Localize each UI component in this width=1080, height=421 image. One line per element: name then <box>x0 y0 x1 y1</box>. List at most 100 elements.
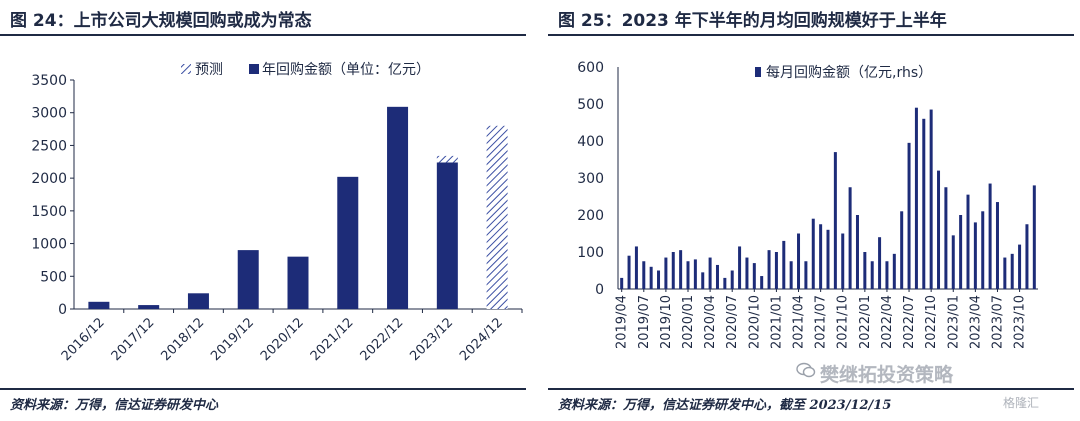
left-source-note: 资料来源：万得，信达证券研发中心 <box>10 398 219 413</box>
right-bar-monthly <box>995 202 999 289</box>
right-x-tick-label: 2022/01 <box>858 295 873 349</box>
right-bar-monthly <box>826 229 830 289</box>
right-bar-monthly <box>811 218 815 289</box>
right-x-tick-label: 2022/04 <box>880 295 895 349</box>
right-bar-monthly <box>929 109 933 289</box>
right-bar-monthly <box>1018 244 1022 289</box>
right-source-note: 资料来源：万得，信达证券研发中心，截至 2023/12/15 <box>558 398 892 413</box>
right-bar-monthly <box>738 246 742 289</box>
right-bar-monthly <box>693 259 697 289</box>
left-y-tick-label: 2000 <box>31 171 67 187</box>
right-bar-monthly <box>1032 185 1036 289</box>
right-bar-monthly <box>708 257 712 289</box>
left-y-tick-label: 3500 <box>31 73 67 89</box>
right-x-tick-label: 2023/07 <box>990 295 1005 349</box>
right-x-tick-label: 2022/07 <box>902 295 917 349</box>
right-x-tick-label: 2020/10 <box>747 295 762 349</box>
right-x-tick-label: 2022/10 <box>924 295 939 349</box>
left-bar-annual <box>138 305 160 309</box>
left-y-tick-label: 2500 <box>31 138 67 154</box>
left-y-tick-label: 3000 <box>31 106 67 122</box>
left-bar-annual <box>287 256 309 309</box>
right-x-tick-label: 2021/04 <box>792 295 807 349</box>
right-bar-monthly <box>642 261 646 289</box>
right-bar-monthly <box>649 266 653 289</box>
right-x-tick-label: 2021/01 <box>769 295 784 349</box>
right-chart-panel: 图 25：2023 年下半年的月均回购规模好于上半年 每月回购金额（亿元,rhs… <box>548 0 1080 421</box>
left-x-tick-label: 2023/12 <box>407 315 456 364</box>
right-x-tick-label: 2020/01 <box>681 295 696 349</box>
left-x-tick-label: 2017/12 <box>109 315 158 364</box>
right-y-tick-label: 500 <box>577 97 604 113</box>
left-y-tick-label: 1500 <box>31 204 67 220</box>
right-bar-monthly <box>819 224 823 289</box>
right-bar-monthly <box>959 215 963 289</box>
right-x-tick-label: 2023/10 <box>1013 295 1028 349</box>
right-bar-monthly <box>627 255 631 289</box>
right-bar-monthly <box>870 261 874 289</box>
right-bar-monthly <box>981 211 985 289</box>
right-bar-monthly <box>878 237 882 289</box>
right-bar-monthly <box>686 261 690 289</box>
left-bar-annual <box>88 301 110 309</box>
right-bar-monthly <box>885 261 889 289</box>
legend-forecast-label: 预测 <box>195 62 223 78</box>
right-chart-title: 图 25：2023 年下半年的月均回购规模好于上半年 <box>558 11 947 31</box>
right-bar-monthly <box>767 250 771 289</box>
left-chart-panel: 图 24：上市公司大规模回购或成为常态 预测 年回购金额（单位：亿元） 0 500… <box>0 0 532 421</box>
left-source-rule <box>0 388 526 390</box>
legend-monthly-swatch <box>755 67 761 77</box>
right-bar-monthly <box>789 261 793 289</box>
right-bar-monthly <box>782 240 786 289</box>
right-chart: 每月回购金额（亿元,rhs） 0 100 200 300 400 500 600 2019/0… <box>577 60 1038 349</box>
right-bar-monthly <box>907 142 911 289</box>
watermark-logo-text: 格隆汇 <box>1003 396 1040 410</box>
right-bar-monthly <box>634 246 638 289</box>
left-bar-annual <box>387 106 409 309</box>
right-y-tick-label: 400 <box>577 134 604 150</box>
right-bar-monthly <box>657 270 661 289</box>
right-bar-monthly <box>892 253 896 289</box>
right-bar-monthly <box>1025 224 1029 289</box>
right-y-tick-label: 600 <box>577 60 604 76</box>
legend-forecast-swatch <box>181 64 191 74</box>
right-bar-monthly <box>804 261 808 289</box>
left-bar-forecast <box>486 125 508 309</box>
left-title-rule <box>0 34 526 36</box>
right-bar-monthly <box>841 233 845 289</box>
legend-annual-label: 年回购金额（单位：亿元） <box>262 62 430 78</box>
left-x-tick-label: 2021/12 <box>308 315 357 364</box>
right-bar-monthly <box>988 183 992 289</box>
right-x-tick-label: 2020/07 <box>725 295 740 349</box>
right-bar-monthly <box>1003 257 1007 289</box>
right-bar-monthly <box>797 233 801 289</box>
right-x-tick-label: 2021/07 <box>814 295 829 349</box>
right-y-tick-label: 300 <box>577 171 604 187</box>
right-y-tick-label: 200 <box>577 208 604 224</box>
right-bar-monthly <box>900 211 904 289</box>
right-bar-monthly <box>937 170 941 289</box>
right-bar-monthly <box>951 235 955 289</box>
left-bar-annual <box>436 162 458 309</box>
left-x-tick-label: 2016/12 <box>59 315 108 364</box>
left-bar-annual <box>187 293 209 309</box>
right-x-tick-label: 2021/10 <box>836 295 851 349</box>
right-bar-monthly <box>760 276 764 289</box>
right-source-rule <box>548 388 1074 390</box>
right-bar-monthly <box>745 257 749 289</box>
right-bar-monthly <box>848 187 852 289</box>
left-chart: 预测 年回购金额（单位：亿元） 0 500 1000 1500 2000 2500 3000… <box>31 62 523 364</box>
left-y-tick-label: 1000 <box>31 237 67 253</box>
right-x-tick-label: 2019/04 <box>615 295 630 349</box>
left-y-tick-label: 0 <box>58 302 67 318</box>
wechat-icon <box>796 362 816 378</box>
right-bar-monthly <box>833 152 837 289</box>
legend-monthly-label: 每月回购金额（亿元,rhs） <box>766 65 932 81</box>
right-bar-monthly <box>730 270 734 289</box>
watermark-text: 樊继拓投资策略 <box>820 364 954 386</box>
left-bar-annual <box>337 176 359 309</box>
right-bar-monthly <box>620 277 624 289</box>
right-bar-monthly <box>922 118 926 289</box>
left-x-tick-label: 2018/12 <box>158 315 207 364</box>
right-x-tick-label: 2019/07 <box>637 295 652 349</box>
